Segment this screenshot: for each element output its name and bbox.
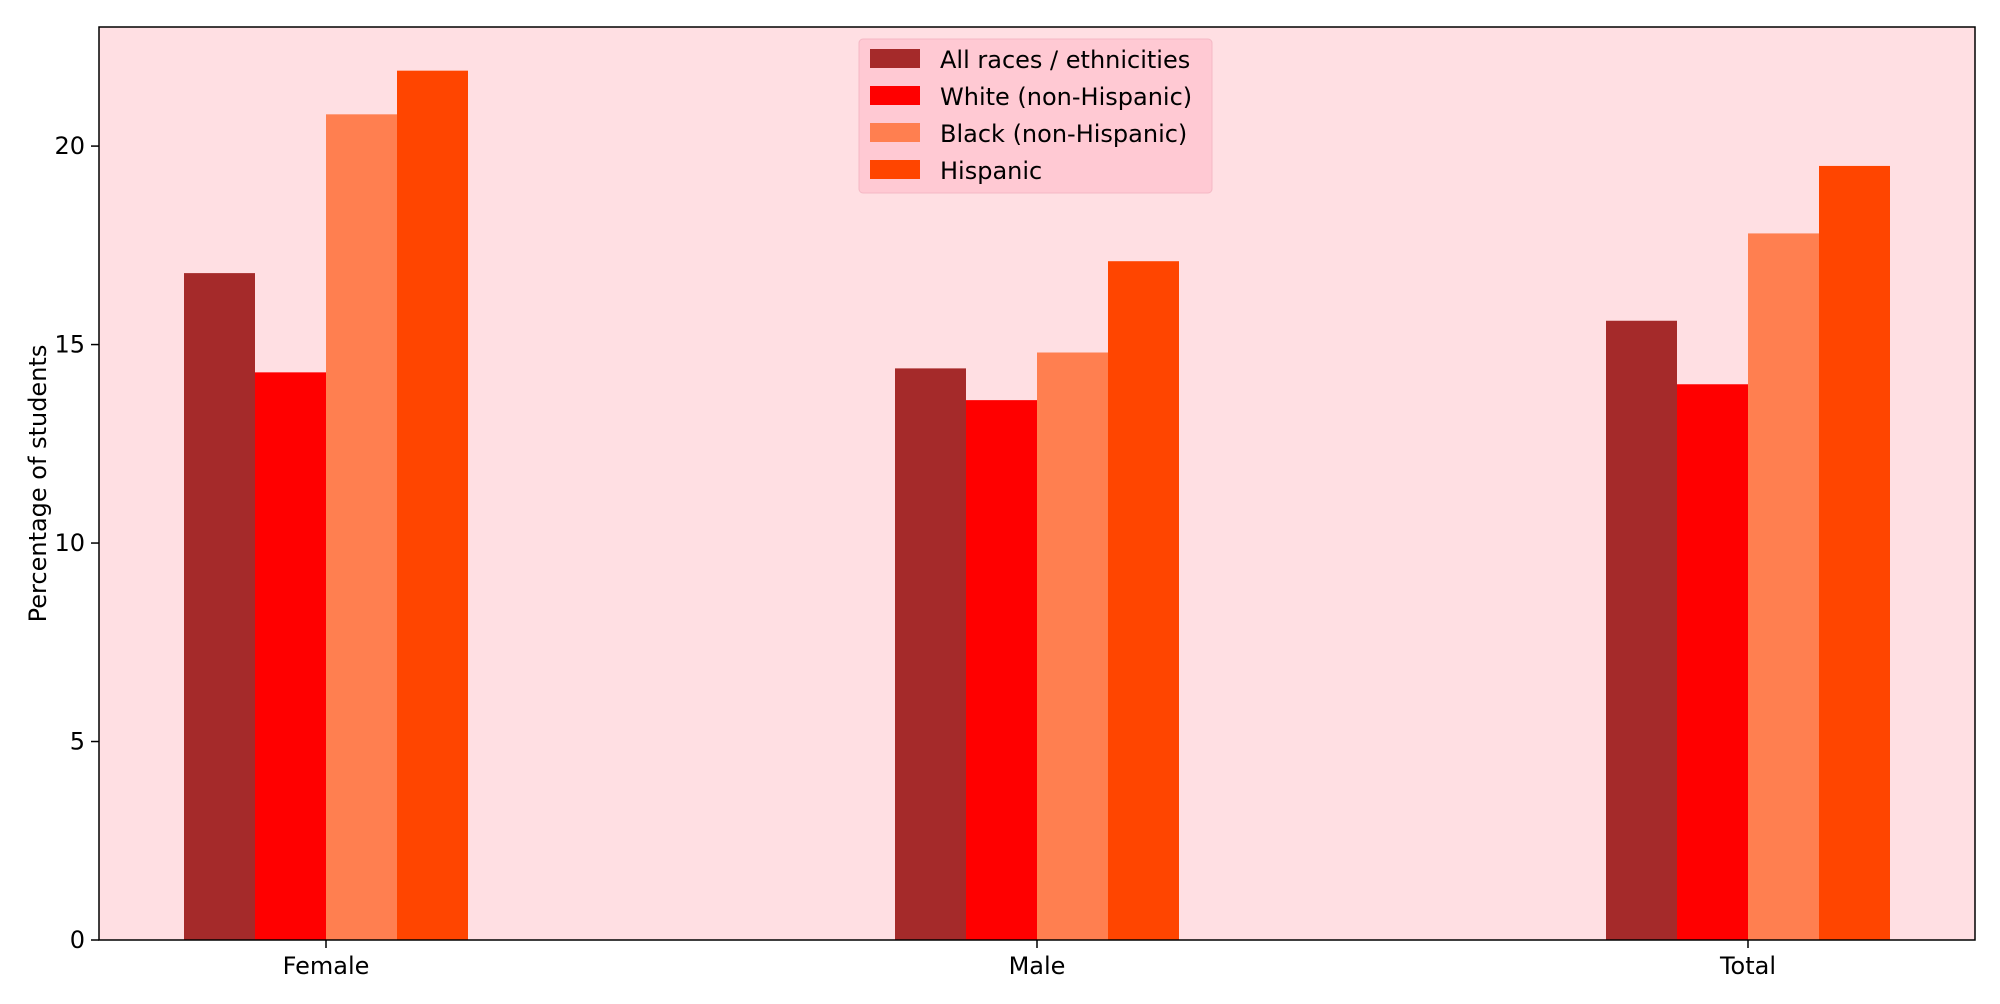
legend-swatch-4 xyxy=(870,160,920,179)
y-tick-label: 10 xyxy=(54,529,85,557)
legend-box xyxy=(858,38,1213,194)
y-axis-label: Percentage of students xyxy=(24,345,52,623)
x-tick-label-male: Male xyxy=(1009,952,1066,980)
x-tick-label-total: Total xyxy=(1719,952,1776,980)
bar-female-series-2 xyxy=(255,372,326,940)
y-tick-label: 20 xyxy=(54,132,85,160)
ticks-layer: 0 5 10 15 20 Female Male Total xyxy=(54,132,1776,980)
y-tick-label: 15 xyxy=(54,331,85,359)
bar-male-series-4 xyxy=(1108,261,1179,940)
legend-label-4: Hispanic xyxy=(940,157,1042,185)
bars-layer xyxy=(184,70,1890,941)
bar-total-series-3 xyxy=(1748,233,1819,941)
bar-female-series-4 xyxy=(397,70,468,940)
x-tick-label-female: Female xyxy=(283,952,370,980)
legend-swatch-1 xyxy=(870,49,920,68)
legend-swatch-3 xyxy=(870,123,920,142)
legend-label-2: White (non-Hispanic) xyxy=(940,83,1192,111)
legend-label-3: Black (non-Hispanic) xyxy=(940,120,1187,148)
legend-label-1: All races / ethnicities xyxy=(940,46,1190,74)
bar-total-series-4 xyxy=(1819,165,1890,940)
bar-total-series-1 xyxy=(1606,320,1677,941)
legend: All races / ethnicities White (non-Hispan… xyxy=(858,38,1213,194)
bar-male-series-3 xyxy=(1037,352,1108,940)
y-tick-label: 5 xyxy=(70,728,85,756)
legend-swatch-2 xyxy=(870,86,920,105)
bar-total-series-2 xyxy=(1677,384,1748,940)
bar-male-series-2 xyxy=(966,400,1037,940)
bar-female-series-1 xyxy=(184,273,255,940)
y-tick-label: 0 xyxy=(70,926,85,954)
bar-female-series-3 xyxy=(326,114,397,940)
bar-male-series-1 xyxy=(895,368,966,941)
